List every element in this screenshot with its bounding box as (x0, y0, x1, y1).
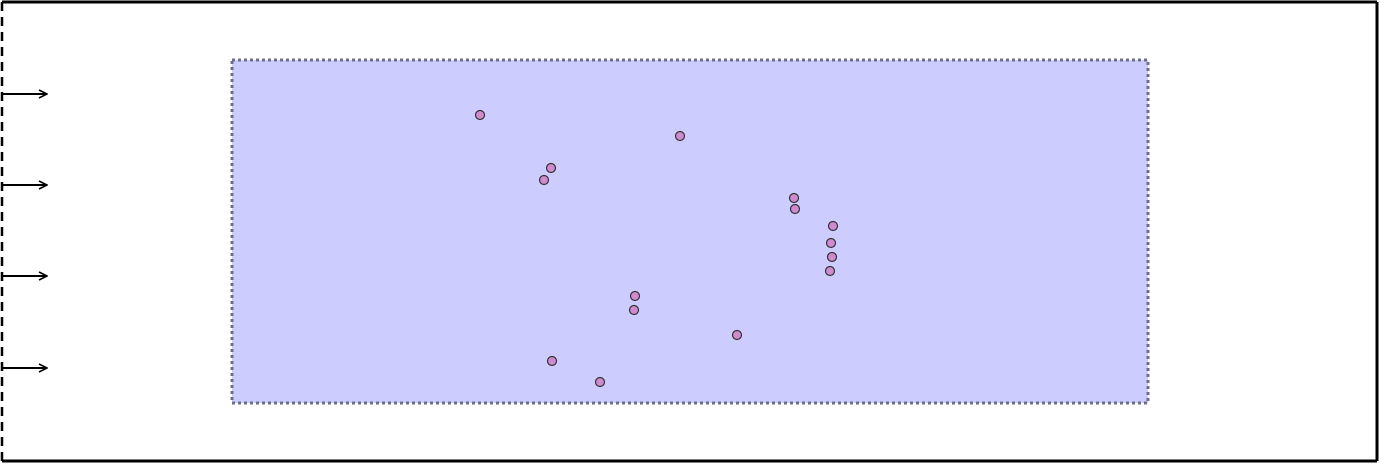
particle (538, 174, 550, 186)
particle (826, 251, 838, 263)
particle (546, 355, 558, 367)
particle (788, 192, 800, 204)
particle (825, 237, 837, 249)
particle (674, 130, 686, 142)
particle (594, 376, 606, 388)
particle (545, 162, 557, 174)
particle (474, 109, 486, 121)
particle (824, 265, 836, 277)
inflow-arrows (2, 94, 47, 368)
particle (827, 220, 839, 232)
particle (629, 290, 641, 302)
particle (789, 203, 801, 215)
particles (474, 109, 839, 388)
particle (628, 304, 640, 316)
particle-region (230, 58, 1150, 405)
particle (731, 329, 743, 341)
